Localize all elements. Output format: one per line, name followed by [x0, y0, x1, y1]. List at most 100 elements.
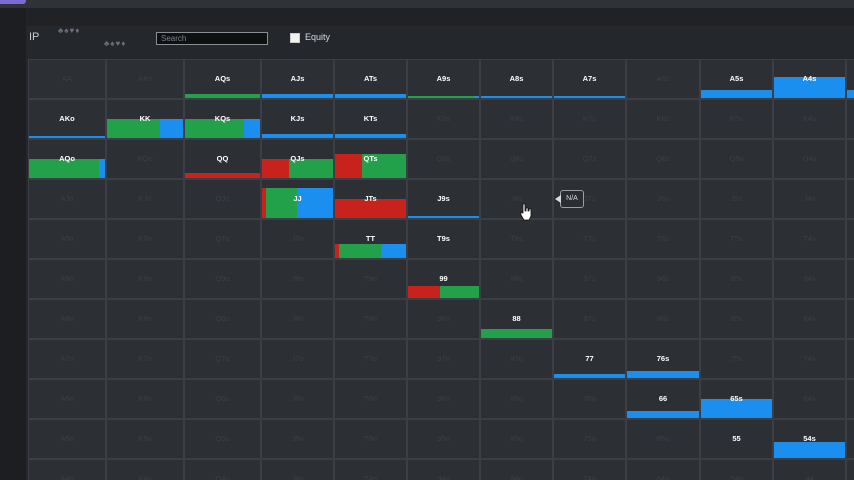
equity-checkbox[interactable] [290, 33, 300, 43]
hand-cell-54s[interactable]: 54s [773, 419, 846, 459]
hand-cell-t7s[interactable]: T7s [553, 219, 626, 259]
hand-cell-q8o[interactable]: Q8o [184, 299, 261, 339]
hand-cell-j4o[interactable]: J4o [261, 459, 334, 480]
hand-cell-q6s[interactable]: Q6s [626, 139, 700, 179]
hand-cell-t6s[interactable]: T6s [626, 219, 700, 259]
hand-cell-j8o[interactable]: J8o [261, 299, 334, 339]
hand-cell-a7o[interactable]: A7o [28, 339, 106, 379]
hand-cell-88[interactable]: 88 [480, 299, 553, 339]
hand-cell-76s[interactable]: 76s [626, 339, 700, 379]
hand-cell-q3s[interactable]: Q3s [846, 139, 854, 179]
hand-cell-k4o[interactable]: K4o [106, 459, 184, 480]
hand-cell-53s[interactable]: 53s [846, 419, 854, 459]
hand-cell-98o[interactable]: 98o [407, 299, 480, 339]
hand-cell-87s[interactable]: 87s [553, 299, 626, 339]
hand-cell-97s[interactable]: 97s [553, 259, 626, 299]
hand-cell-j4s[interactable]: J4s [773, 179, 846, 219]
hand-cell-a8s[interactable]: A8s [480, 59, 553, 99]
hand-cell-k9o[interactable]: K9o [106, 259, 184, 299]
hand-cell-66[interactable]: 66 [626, 379, 700, 419]
hand-cell-a4o[interactable]: A4o [28, 459, 106, 480]
hand-cell-96o[interactable]: 96o [407, 379, 480, 419]
hand-cell-97o[interactable]: 97o [407, 339, 480, 379]
hand-cell-t5o[interactable]: T5o [334, 419, 407, 459]
hand-cell-84o[interactable]: 84o [480, 459, 553, 480]
hand-cell-74s[interactable]: 74s [773, 339, 846, 379]
hand-cell-a5s[interactable]: A5s [700, 59, 773, 99]
hand-cell-k8s[interactable]: K8s [480, 99, 553, 139]
hand-cell-aqo[interactable]: AQo [28, 139, 106, 179]
hand-cell-a5o[interactable]: A5o [28, 419, 106, 459]
hand-cell-a9s[interactable]: A9s [407, 59, 480, 99]
hand-cell-t9o[interactable]: T9o [334, 259, 407, 299]
hand-cell-t5s[interactable]: T5s [700, 219, 773, 259]
hand-cell-65s[interactable]: 65s [700, 379, 773, 419]
hand-cell-a8o[interactable]: A8o [28, 299, 106, 339]
hand-cell-84s[interactable]: 84s [773, 299, 846, 339]
hand-cell-j6s[interactable]: J6s [626, 179, 700, 219]
hand-cell-94o[interactable]: 94o [407, 459, 480, 480]
hand-cell-qts[interactable]: QTs [334, 139, 407, 179]
hand-cell-83s[interactable]: 83s [846, 299, 854, 339]
hand-cell-j5o[interactable]: J5o [261, 419, 334, 459]
hand-cell-q8s[interactable]: Q8s [480, 139, 553, 179]
hand-cell-63s[interactable]: 63s [846, 379, 854, 419]
hand-cell-74o[interactable]: 74o [553, 459, 626, 480]
hand-cell-q9o[interactable]: Q9o [184, 259, 261, 299]
suit-filter-icons-secondary[interactable]: ♣♠♥♦ [104, 39, 127, 48]
hand-cell-j9o[interactable]: J9o [261, 259, 334, 299]
hand-cell-j3s[interactable]: J3s [846, 179, 854, 219]
hand-cell-kqs[interactable]: KQs [184, 99, 261, 139]
hand-cell-jj[interactable]: JJ [261, 179, 334, 219]
hand-cell-q5s[interactable]: Q5s [700, 139, 773, 179]
hand-cell-k3s[interactable]: K3s [846, 99, 854, 139]
hand-cell-t9s[interactable]: T9s [407, 219, 480, 259]
hand-cell-a9o[interactable]: A9o [28, 259, 106, 299]
hand-cell-tt[interactable]: TT [334, 219, 407, 259]
hand-cell-93s[interactable]: 93s [846, 259, 854, 299]
hand-cell-q4o[interactable]: Q4o [184, 459, 261, 480]
hand-cell-k9s[interactable]: K9s [407, 99, 480, 139]
hand-cell-t7o[interactable]: T7o [334, 339, 407, 379]
hand-cell-86o[interactable]: 86o [480, 379, 553, 419]
hand-cell-t6o[interactable]: T6o [334, 379, 407, 419]
hand-cell-85o[interactable]: 85o [480, 419, 553, 459]
hand-cell-t4o[interactable]: T4o [334, 459, 407, 480]
hand-cell-q7o[interactable]: Q7o [184, 339, 261, 379]
hand-cell-ajo[interactable]: AJo [28, 179, 106, 219]
hand-cell-j7o[interactable]: J7o [261, 339, 334, 379]
hand-cell-t4s[interactable]: T4s [773, 219, 846, 259]
hand-cell-ato[interactable]: ATo [28, 219, 106, 259]
hand-cell-j6o[interactable]: J6o [261, 379, 334, 419]
hand-cell-t8o[interactable]: T8o [334, 299, 407, 339]
hand-cell-aa[interactable]: AA [28, 59, 106, 99]
hand-cell-k6o[interactable]: K6o [106, 379, 184, 419]
search-input[interactable]: Search [156, 32, 268, 45]
suit-filter-icons[interactable]: ♣♠♥♦ [58, 26, 81, 35]
hand-cell-a7s[interactable]: A7s [553, 59, 626, 99]
hand-cell-k6s[interactable]: K6s [626, 99, 700, 139]
hand-cell-44[interactable]: 44 [773, 459, 846, 480]
hand-cell-ako[interactable]: AKo [28, 99, 106, 139]
hand-cell-kjo[interactable]: KJo [106, 179, 184, 219]
hand-cell-87o[interactable]: 87o [480, 339, 553, 379]
hand-cell-76o[interactable]: 76o [553, 379, 626, 419]
hand-cell-kqo[interactable]: KQo [106, 139, 184, 179]
hand-cell-j5s[interactable]: J5s [700, 179, 773, 219]
hand-cell-a4s[interactable]: A4s [773, 59, 846, 99]
hand-cell-a6o[interactable]: A6o [28, 379, 106, 419]
hand-cell-q5o[interactable]: Q5o [184, 419, 261, 459]
hand-cell-k5o[interactable]: K5o [106, 419, 184, 459]
hand-cell-55[interactable]: 55 [700, 419, 773, 459]
hand-cell-kts[interactable]: KTs [334, 99, 407, 139]
hand-cell-54o[interactable]: 54o [700, 459, 773, 480]
hand-cell-jto[interactable]: JTo [261, 219, 334, 259]
hand-cell-73s[interactable]: 73s [846, 339, 854, 379]
hand-cell-95o[interactable]: 95o [407, 419, 480, 459]
hand-cell-qq[interactable]: QQ [184, 139, 261, 179]
hand-cell-q9s[interactable]: Q9s [407, 139, 480, 179]
hand-cell-q4s[interactable]: Q4s [773, 139, 846, 179]
hand-cell-q7s[interactable]: Q7s [553, 139, 626, 179]
hand-cell-q6o[interactable]: Q6o [184, 379, 261, 419]
hand-cell-43s[interactable]: 43s [846, 459, 854, 480]
